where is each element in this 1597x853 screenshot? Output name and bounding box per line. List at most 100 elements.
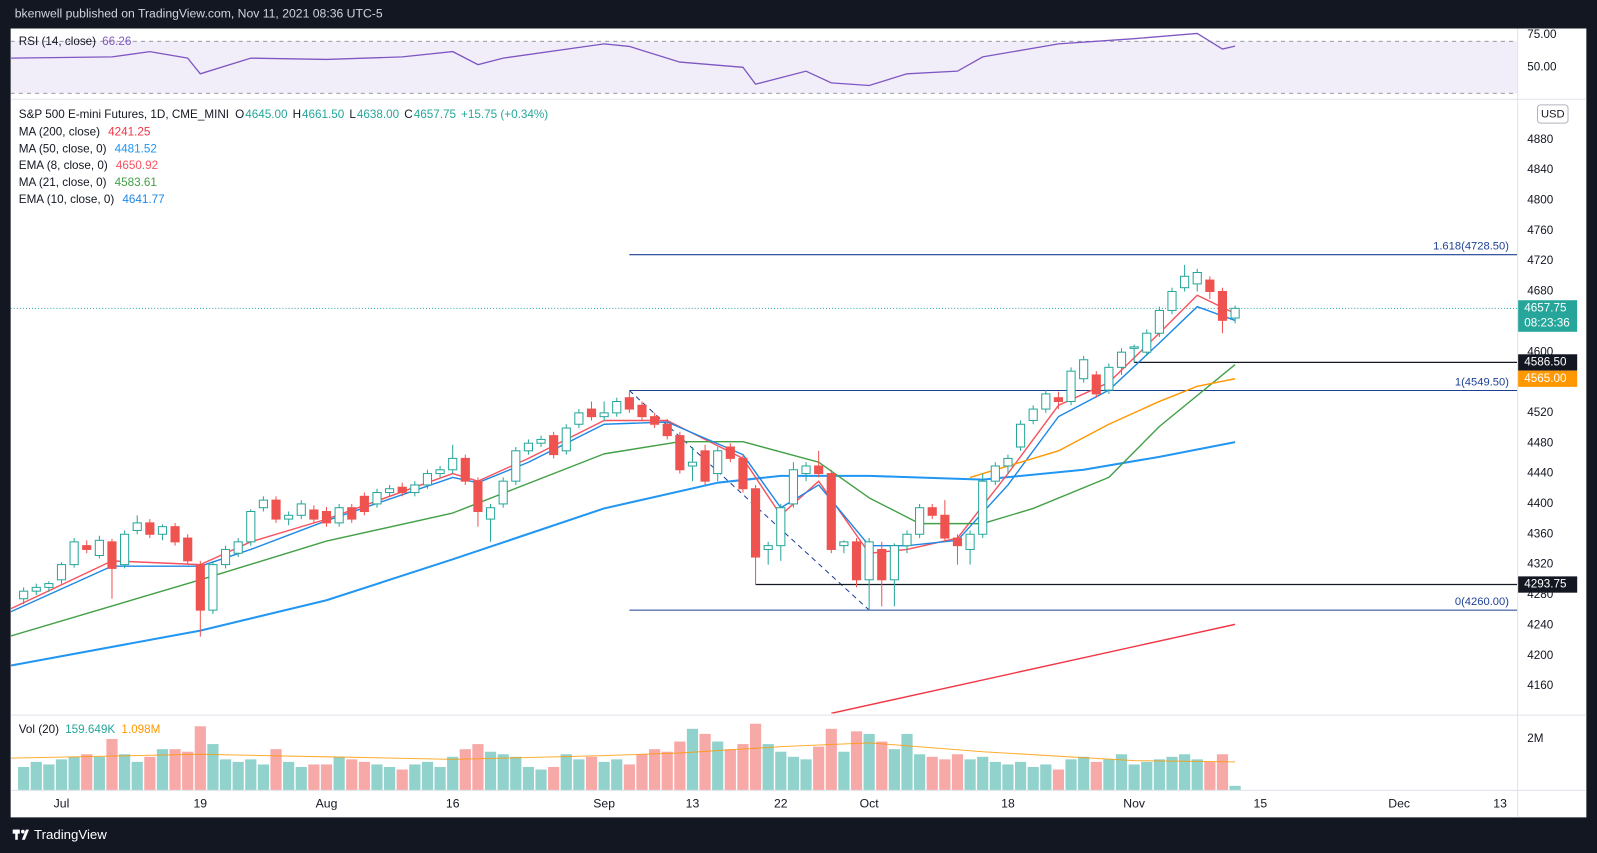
volume-bar <box>850 731 863 790</box>
volume-bar <box>623 764 635 790</box>
candle-body <box>839 541 849 547</box>
volume-bar <box>1141 761 1153 790</box>
candle-body <box>309 509 319 520</box>
candle-body <box>814 465 824 475</box>
candle-body <box>82 545 92 550</box>
volume-bar <box>434 766 446 790</box>
candle-body <box>902 533 912 547</box>
volume-bar <box>1191 759 1203 790</box>
ohlc-value: 4645.00 <box>245 108 288 121</box>
legend-value: 4583.61 <box>115 176 157 189</box>
volume-bar <box>371 764 383 790</box>
volume-bar <box>661 751 673 790</box>
fib-label: 0(4260.00) <box>1455 596 1509 608</box>
volume-bar <box>1216 754 1229 790</box>
candle-body <box>56 564 67 581</box>
volume-bar <box>749 723 762 790</box>
candle-body <box>284 514 294 520</box>
volume-bar <box>1002 764 1014 790</box>
volume-bar <box>560 754 572 790</box>
volume-bar <box>1204 761 1216 790</box>
candle-body <box>31 586 41 592</box>
volume-bar <box>358 761 370 790</box>
time-tick-label: 18 <box>1001 796 1015 810</box>
candle-body <box>1205 279 1215 292</box>
volume-bar <box>131 761 143 790</box>
candle-body <box>612 400 622 414</box>
candle-body <box>385 488 395 494</box>
legend-value: 4650.92 <box>116 159 158 172</box>
symbol-title: S&P 500 E-mini Futures, 1D, CME_MINI <box>19 108 229 121</box>
ohlc-key: H <box>293 108 301 121</box>
candle-body <box>246 510 256 543</box>
candle-body <box>675 435 685 471</box>
footer-logo <box>12 829 29 840</box>
volume-bar <box>421 761 434 790</box>
candle-body <box>19 590 29 600</box>
volume-bar <box>762 744 774 790</box>
candle-body <box>738 457 748 490</box>
candle-body <box>1015 423 1026 448</box>
volume-bar <box>1090 761 1102 790</box>
legend-name: MA (200, close) <box>19 125 100 138</box>
volume-bar <box>699 733 711 790</box>
candle-body <box>1180 275 1190 289</box>
volume-bar <box>447 756 459 790</box>
volume-bar <box>18 766 30 790</box>
last-price-box <box>1518 300 1578 332</box>
time-tick-label: 22 <box>774 796 788 810</box>
volume-bar <box>232 761 244 790</box>
candle-body <box>978 480 988 535</box>
price-tick-label: 4240 <box>1527 618 1554 631</box>
fib-label: 1(4549.50) <box>1455 376 1509 388</box>
volume-bar <box>611 759 623 790</box>
chart-area <box>10 28 1587 818</box>
volume-bar <box>914 754 926 790</box>
candle-body <box>347 507 357 520</box>
volume-value: 159.649K <box>65 723 115 736</box>
volume-bar <box>283 761 295 790</box>
volume-bar <box>1153 759 1165 790</box>
candle-body <box>776 507 786 547</box>
volume-bar <box>876 741 888 790</box>
series-price-label: 4565.00 <box>1524 372 1567 385</box>
candle-body <box>940 514 950 539</box>
candle-body <box>523 442 533 452</box>
legend-name: MA (50, close, 0) <box>19 142 107 155</box>
candle-body <box>157 526 168 535</box>
price-tick-label: 4720 <box>1527 254 1554 267</box>
last-price-label: 4657.75 <box>1524 301 1567 314</box>
candle-body <box>1129 346 1139 349</box>
volume-bar <box>598 761 610 790</box>
candle-body <box>410 484 420 494</box>
candle-body <box>473 480 483 513</box>
candle-body <box>498 480 508 505</box>
candle-body <box>1079 359 1089 380</box>
candle-body <box>233 541 243 554</box>
candle-body <box>915 507 925 535</box>
volume-ma <box>11 742 1236 763</box>
candle-body <box>94 539 104 557</box>
volume-bar <box>712 741 724 790</box>
volume-bar <box>144 756 156 790</box>
ohlc-value: 4638.00 <box>357 108 400 121</box>
volume-bar <box>964 759 976 790</box>
volume-ma-value: 1.098M <box>121 723 160 736</box>
volume-bar <box>1027 766 1039 790</box>
time-tick-label: Nov <box>1123 796 1146 810</box>
volume-bar <box>1065 759 1077 790</box>
volume-title: Vol (20) <box>19 723 59 736</box>
price-tick-label: 4880 <box>1527 133 1554 146</box>
volume-bar <box>977 756 989 790</box>
volume-bar <box>1014 761 1027 790</box>
candle-body <box>359 495 369 513</box>
candle-body <box>990 465 1000 482</box>
price-tick-label: 4520 <box>1527 406 1554 419</box>
price-pane <box>10 254 1518 714</box>
candle-body <box>220 548 231 566</box>
volume-bar <box>81 754 93 790</box>
candle-body <box>574 412 584 425</box>
candle-body <box>372 492 382 505</box>
price-tick-label: 4440 <box>1527 467 1554 480</box>
